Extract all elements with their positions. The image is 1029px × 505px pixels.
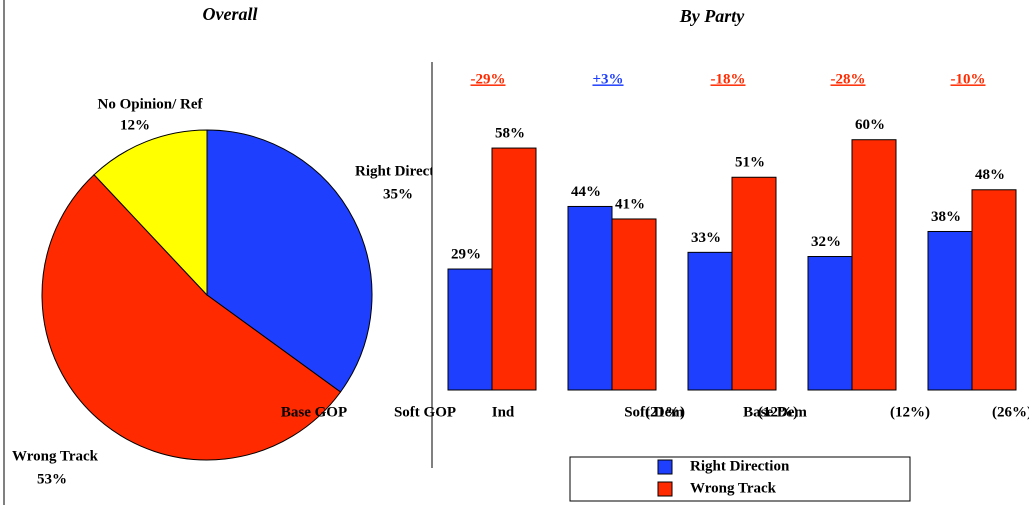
bar: [687, 251, 733, 391]
x-tick-label: Soft GOP: [394, 404, 456, 420]
slice-label: Wrong Track: [12, 448, 99, 464]
slice-value-label: 12%: [120, 117, 150, 133]
pie-slice: [206, 129, 373, 393]
bar: [491, 147, 537, 391]
pie-slice: [41, 174, 342, 461]
legend-box: [569, 456, 911, 502]
value-label: 48%: [975, 167, 1005, 183]
difference-label: +3%: [592, 71, 623, 87]
pie-title: Overall: [203, 4, 258, 24]
bar: [611, 218, 657, 391]
difference-label: -18%: [711, 71, 746, 87]
bar: [971, 189, 1017, 391]
slice-label: No Opinion/ Ref: [97, 96, 203, 112]
x-tick-label: Ind: [492, 404, 515, 420]
legend-label: Right Direction: [690, 458, 790, 474]
pie-slice: [93, 129, 208, 297]
x-tick-label: Base GOP: [281, 404, 347, 420]
value-label: 51%: [735, 155, 765, 171]
category-note: (26%): [992, 404, 1029, 420]
value-label: 33%: [691, 230, 721, 246]
x-tick-label: Soft Dem: [624, 404, 684, 420]
value-label: 44%: [571, 184, 601, 200]
legend-label: Wrong Track: [690, 480, 777, 496]
difference-label: -29%: [471, 71, 506, 87]
value-label: 60%: [855, 117, 885, 133]
value-label: 32%: [811, 234, 841, 250]
legend-swatch: [657, 459, 673, 475]
legend-swatch: [657, 481, 673, 497]
category-note: (12%): [758, 404, 798, 420]
slice-value-label: 53%: [37, 471, 67, 487]
bar: [731, 176, 777, 391]
slice-value-label: 35%: [383, 186, 413, 202]
value-label: 38%: [931, 209, 961, 225]
slice-label: Right Direction: [355, 163, 455, 179]
bar: [447, 268, 493, 391]
x-tick-label: Base Dem: [743, 404, 807, 420]
bar: [851, 139, 897, 391]
value-label: 29%: [451, 246, 481, 262]
difference-label: -28%: [831, 71, 866, 87]
category-note: (21%): [645, 404, 685, 420]
category-note: (12%): [890, 404, 930, 420]
bar: [807, 256, 853, 391]
value-label: 41%: [615, 196, 645, 212]
value-label: 58%: [495, 125, 525, 141]
difference-label: -10%: [951, 71, 986, 87]
bar: [927, 230, 973, 391]
bar-title: By Party: [679, 6, 745, 26]
bar: [567, 205, 613, 391]
